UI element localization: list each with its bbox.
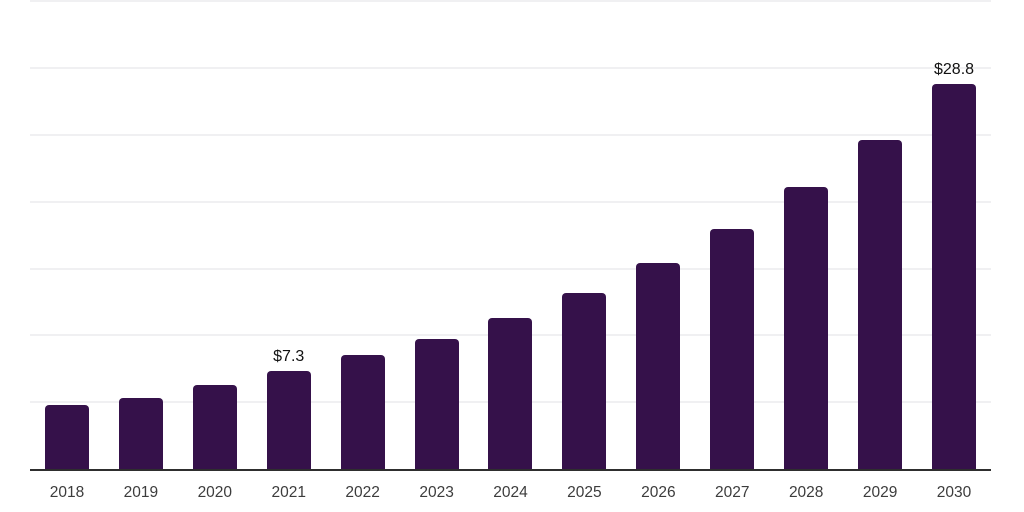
x-tick-label-2019: 2019 xyxy=(123,484,159,501)
x-tick-label-2018: 2018 xyxy=(49,484,85,501)
x-tick-label-2021: 2021 xyxy=(271,484,306,501)
x-tick-label-2024: 2024 xyxy=(493,484,528,501)
bar-slot xyxy=(178,0,252,469)
bar-slot: $28.8 xyxy=(917,0,991,469)
bar-2026 xyxy=(636,263,681,469)
gridline xyxy=(30,0,991,3)
bar-2019 xyxy=(118,398,163,469)
x-tick-label-2026: 2026 xyxy=(641,484,676,501)
gridline xyxy=(30,67,991,70)
bar-2030 xyxy=(932,84,977,469)
bar-2025 xyxy=(562,292,607,469)
x-tick-label-2020: 2020 xyxy=(197,484,233,501)
bars: $7.3 $28.8 xyxy=(30,0,991,469)
bar-slot xyxy=(326,0,400,469)
bar-slot xyxy=(843,0,917,469)
bar-slot xyxy=(547,0,621,469)
x-tick-label-2022: 2022 xyxy=(345,484,380,501)
bar-2027 xyxy=(710,228,755,469)
bar-slot xyxy=(621,0,695,469)
bar-slot xyxy=(695,0,769,469)
gridline xyxy=(30,267,991,270)
bar-2023 xyxy=(414,339,459,469)
gridline xyxy=(30,133,991,136)
bar-slot xyxy=(769,0,843,469)
bar-2028 xyxy=(784,187,829,469)
x-tick-label-2028: 2028 xyxy=(788,484,824,501)
bar-slot xyxy=(30,0,104,469)
bar-slot xyxy=(474,0,548,469)
bar-value-label-2030: $28.8 xyxy=(933,61,975,79)
bar-slot xyxy=(104,0,178,469)
bar-2024 xyxy=(488,318,533,469)
x-axis-labels: 2018 2019 2020 2021 2022 2023 2024 2025 2026 2027… xyxy=(30,483,991,503)
bar-2029 xyxy=(858,140,903,469)
bar-2021 xyxy=(266,371,311,469)
bar-slot: $7.3 xyxy=(252,0,326,469)
x-tick-label-2029: 2029 xyxy=(862,484,898,501)
x-tick-label-2025: 2025 xyxy=(567,484,602,501)
x-tick-label-2027: 2027 xyxy=(715,484,750,501)
bar-2022 xyxy=(340,355,385,469)
bar-2018 xyxy=(44,404,89,469)
plot-area: $7.3 $28.8 xyxy=(30,0,991,471)
bar-value-label-2021: $7.3 xyxy=(273,348,305,366)
x-tick-label-2030: 2030 xyxy=(936,484,972,501)
gridline xyxy=(30,200,991,203)
bar-2020 xyxy=(192,384,237,469)
x-tick-label-2023: 2023 xyxy=(419,484,454,501)
bar-slot xyxy=(400,0,474,469)
